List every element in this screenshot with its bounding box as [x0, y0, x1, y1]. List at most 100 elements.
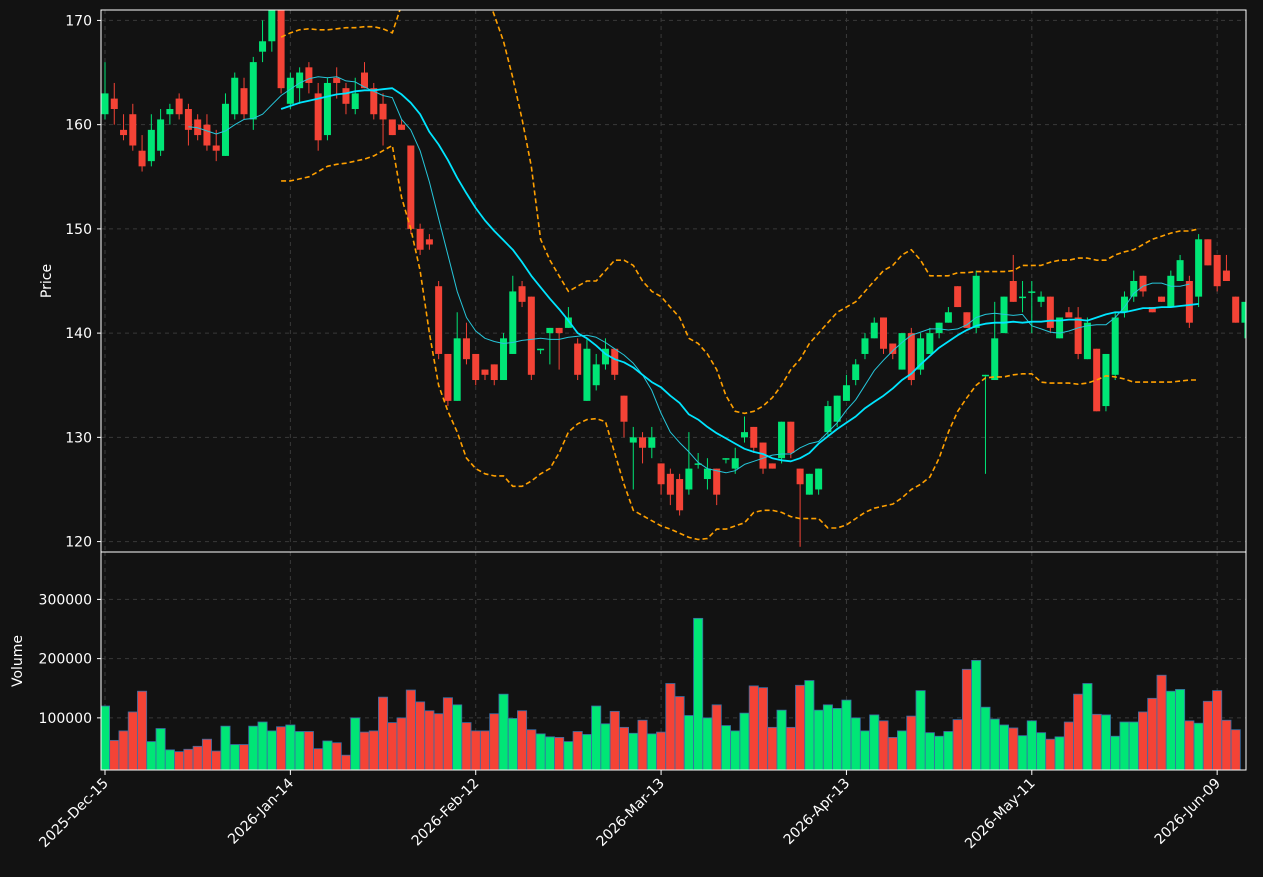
- volume-bar: [934, 735, 945, 770]
- price-ytick-label: 140: [65, 326, 92, 342]
- price-frame: [100, 9, 1247, 553]
- price-axis-label: Price: [39, 264, 55, 298]
- candle-body: [815, 468, 823, 490]
- candle-body: [518, 286, 526, 302]
- candle-body: [1037, 296, 1045, 302]
- candle-body: [388, 119, 396, 136]
- price-ytick-label: 150: [65, 222, 92, 238]
- candle-body: [713, 468, 721, 495]
- volume-bar: [683, 715, 694, 770]
- candle-body: [759, 442, 767, 469]
- candle-body: [805, 473, 813, 495]
- volume-bar: [498, 693, 509, 770]
- candle-body: [666, 473, 674, 495]
- volume-bar: [1100, 714, 1111, 770]
- price-ytick-label: 130: [65, 430, 92, 446]
- candle-body: [1046, 296, 1054, 328]
- volume-bar: [572, 731, 583, 770]
- candle-body: [1185, 281, 1193, 323]
- candle-body: [212, 145, 220, 151]
- candle-body: [1251, 281, 1258, 291]
- candle-body: [824, 406, 832, 433]
- candle-body: [1204, 239, 1212, 266]
- candle-body: [277, 10, 285, 89]
- candle-body: [1083, 322, 1091, 360]
- candle-body: [314, 93, 322, 141]
- volume-bar: [619, 726, 630, 770]
- volume-bar: [1045, 738, 1056, 770]
- candle-body: [564, 317, 572, 328]
- candle-body: [527, 296, 535, 375]
- volume-bar: [1212, 690, 1223, 770]
- volume-bar: [164, 749, 175, 770]
- volume-bar: [1147, 697, 1158, 770]
- volume-bar: [998, 724, 1009, 770]
- candle-body: [1120, 296, 1128, 313]
- candle-body: [147, 129, 155, 162]
- volume-bar: [1230, 729, 1241, 770]
- candle-body: [972, 275, 980, 328]
- volume-bar: [980, 706, 991, 770]
- candle-body: [1167, 275, 1175, 308]
- candle-body: [787, 421, 795, 453]
- x-tick-label: 2026-Apr-13: [781, 776, 854, 849]
- volume-bar: [1193, 722, 1204, 770]
- volume-bar: [971, 660, 982, 770]
- volume-bar: [776, 709, 787, 770]
- candle-body: [750, 426, 758, 448]
- volume-bar: [350, 717, 361, 770]
- x-axis: 2025-Dec-15 2026-Jan-14 2026-Feb-12 2026-Ma…: [36, 770, 1224, 852]
- candles: [101, 10, 1258, 547]
- volume-bar: [1110, 735, 1121, 770]
- candle-body: [249, 62, 257, 120]
- candle-body: [1232, 296, 1240, 323]
- volume-bar: [841, 699, 852, 770]
- price-ytick-label: 160: [65, 118, 92, 134]
- volume-bar: [859, 730, 870, 770]
- candle-body: [1158, 296, 1166, 302]
- candle-body: [435, 286, 443, 354]
- x-tick-label: 2025-Dec-15: [36, 776, 111, 851]
- volume-ytick-label: 100000: [39, 711, 92, 727]
- candle-body: [1102, 353, 1110, 407]
- volume-bar: [961, 668, 972, 770]
- volume-bar: [748, 685, 759, 770]
- volume-bar: [415, 701, 426, 770]
- candle-body: [1139, 275, 1147, 292]
- candle-body: [296, 72, 304, 89]
- candle-body: [398, 124, 406, 130]
- candle-body: [490, 364, 498, 381]
- volume-bar: [535, 733, 546, 770]
- volume-bar: [785, 726, 796, 770]
- volume-bar: [109, 739, 120, 770]
- candle-body: [138, 150, 146, 167]
- volume-bar: [869, 714, 880, 770]
- candle-body: [954, 286, 962, 308]
- candle-body: [981, 374, 989, 377]
- volume-bar: [1091, 713, 1102, 770]
- volume-bar: [1082, 683, 1093, 770]
- volume-bar: [378, 696, 389, 770]
- volume-bar: [924, 732, 935, 770]
- volume-bar: [711, 704, 722, 770]
- volume-bar: [1138, 711, 1149, 770]
- candle-body: [537, 348, 545, 351]
- candle-body: [1028, 291, 1036, 293]
- volume-bar: [1036, 732, 1047, 770]
- candle-body: [880, 317, 888, 349]
- candle-body: [1195, 239, 1203, 297]
- candle-body: [175, 98, 183, 115]
- volume-bar: [906, 715, 917, 770]
- volume-bar: [461, 722, 472, 770]
- candle-body: [184, 109, 192, 130]
- volume-bar: [1073, 693, 1084, 770]
- volume-bar: [804, 680, 815, 770]
- upper-band-line: [280, 10, 1199, 415]
- candle-body: [935, 322, 943, 334]
- candle-body: [444, 353, 452, 401]
- volume-bar: [313, 748, 324, 770]
- candle-body: [861, 338, 869, 354]
- candle-body: [842, 385, 850, 401]
- candle-body: [657, 463, 665, 485]
- candle-body: [620, 395, 628, 422]
